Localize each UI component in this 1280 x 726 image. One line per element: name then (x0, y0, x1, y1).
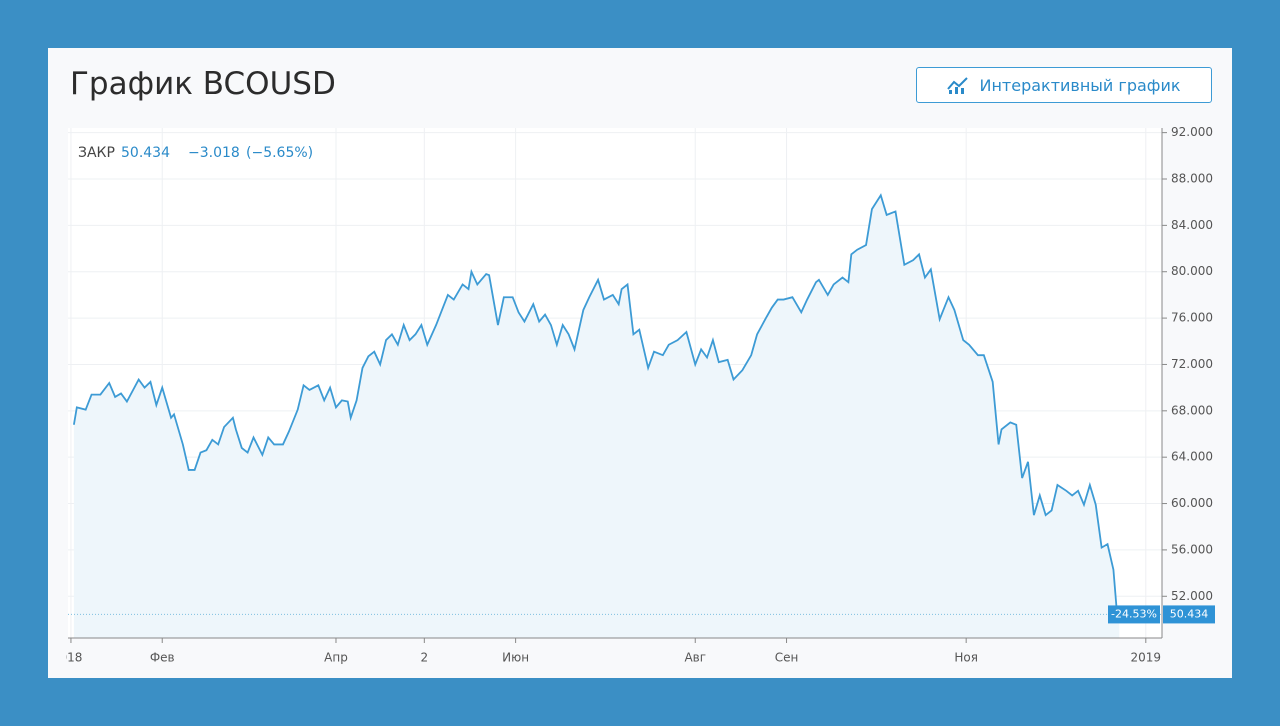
y-tick-label: 80.000 (1171, 264, 1213, 278)
y-tick-label: 72.000 (1171, 357, 1213, 371)
x-tick-label: Апр (324, 651, 348, 665)
change-pct: (−5.65%) (246, 145, 313, 161)
interactive-chart-button[interactable]: Интерактивный график (916, 67, 1212, 103)
y-tick-label: 64.000 (1171, 450, 1213, 464)
y-tick-label: 56.000 (1171, 542, 1213, 556)
x-tick-label: Фев (150, 651, 175, 665)
y-tick-label: 76.000 (1171, 311, 1213, 325)
price-line (73, 193, 1121, 615)
x-tick-label: 2 (421, 651, 429, 665)
x-tick-label: Июн (502, 651, 529, 665)
period-change-box (1108, 605, 1160, 624)
change: −3.018 (188, 145, 240, 161)
x-tick-label: 2019 (1131, 651, 1162, 665)
x-tick-label: 018 (59, 651, 82, 665)
x-tick-label: Ноя (954, 651, 978, 665)
last-price-box (1163, 605, 1215, 624)
last-price-axis-label: 50.434 (1170, 607, 1209, 620)
x-tick-label: Авг (684, 651, 706, 665)
y-tick-label: 88.000 (1171, 172, 1213, 186)
button-label: Интерактивный график (979, 75, 1181, 95)
y-tick-label: 60.000 (1171, 496, 1213, 510)
area (73, 195, 1120, 638)
close-label: ЗАКР (78, 145, 115, 161)
chart-icon (947, 77, 969, 94)
page-title: График BCOUSD (70, 66, 336, 102)
y-tick-label: 68.000 (1171, 403, 1213, 417)
period-change: -24.53% (1111, 607, 1157, 620)
y-tick-label: 84.000 (1171, 218, 1213, 232)
last-price: 50.434 (121, 145, 170, 161)
y-tick-label: 92.000 (1171, 125, 1213, 139)
x-tick-label: Сен (775, 651, 799, 665)
y-tick-label: 52.000 (1171, 589, 1213, 603)
